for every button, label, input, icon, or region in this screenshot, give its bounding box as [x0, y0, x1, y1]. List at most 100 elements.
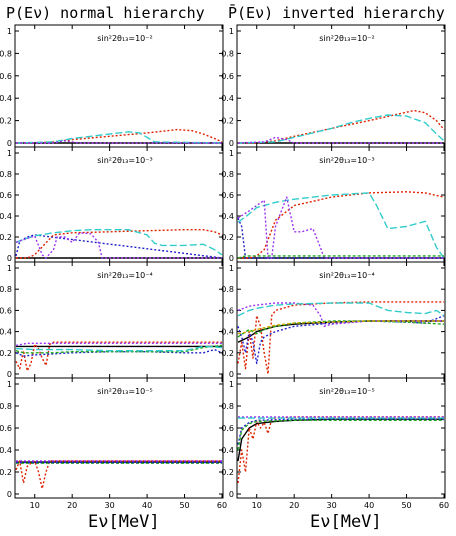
series-line-cyan — [15, 131, 223, 144]
x-tick-label: 10 — [252, 501, 262, 510]
series-line-cyan — [237, 114, 445, 144]
x-tick-label: 60 — [217, 501, 227, 510]
panel-inverted-1e-5: 0 0.2 0.4 0.6 0.8 1 10 20 30 40 50 60 sin²2θ₁₃=10⁻⁵ — [221, 377, 449, 510]
series-line-cyan — [237, 302, 445, 317]
panel-inverted-1e-4: 0 0.2 0.4 0.6 0.8 1 sin²2θ₁₃=10⁻⁴ — [221, 261, 446, 379]
series-line-red — [237, 301, 444, 375]
x-tick-label: 60 — [439, 501, 449, 510]
y-tick-label: 1 — [229, 380, 234, 389]
panel-normal-1e-2: 0 0.2 0.4 0.6 0.8 1 sin²2θ₁₃=10⁻² — [0, 24, 224, 148]
y-tick-label: 1 — [7, 27, 12, 36]
panel-label: sin²2θ₁₃=10⁻² — [97, 34, 152, 43]
x-tick-label: 20 — [67, 501, 77, 510]
y-tick-label: 0.6 — [221, 306, 234, 315]
y-tick-label: 0.2 — [221, 233, 234, 242]
series-line-red — [238, 109, 445, 144]
y-tick-label: 0.8 — [221, 402, 234, 411]
y-tick-label: 0.4 — [0, 212, 12, 221]
y-tick-label: 0.4 — [0, 446, 12, 455]
panel-frame — [236, 377, 446, 499]
y-tick-label: 0.6 — [0, 306, 12, 315]
series-line-yellow — [237, 320, 444, 335]
x-tick-label: 30 — [327, 501, 337, 510]
series-line-red — [237, 416, 444, 484]
series-line-purple — [15, 342, 222, 347]
series-line-cyan — [237, 192, 445, 259]
panel-normal-1e-4: 0 0.2 0.4 0.6 0.8 1 sin²2θ₁₃=10⁻⁴ — [0, 261, 224, 379]
series-line-purple — [15, 232, 222, 259]
plot-grid: 0 0.2 0.4 0.6 0.8 1 sin²2θ₁₃=10⁻² 0 0.2 0.4 0.6 0.8… — [0, 24, 449, 510]
x-axis-label-left: Eν[MeV] — [88, 512, 160, 532]
y-tick-label: 0.6 — [221, 191, 234, 200]
panel-label: sin²2θ₁₃=10⁻⁴ — [97, 271, 152, 280]
panel-normal-1e-5: 0 0.2 0.4 0.6 0.8 1 10 20 30 40 50 60 sin²2θ₁₃=10⁻⁵ — [0, 377, 227, 510]
x-axis-label-right: Eν[MeV] — [310, 512, 382, 532]
x-tick-label: 30 — [105, 501, 115, 510]
series-line-red — [15, 460, 222, 490]
y-tick-label: 0 — [229, 370, 234, 379]
series-line-purple — [237, 136, 444, 144]
series-line-purple — [237, 196, 444, 259]
series-line-red — [16, 228, 223, 259]
series-line-red — [16, 128, 223, 144]
y-tick-label: 0.8 — [0, 49, 12, 58]
y-tick-label: 0.4 — [221, 94, 234, 103]
y-tick-label: 0.4 — [221, 328, 234, 337]
panel-normal-1e-3: 0 0.2 0.4 0.6 0.8 1 sin²2θ₁₃=10⁻³ — [0, 146, 224, 263]
y-tick-label: 0.8 — [221, 285, 234, 294]
panel-inverted-1e-3: 0 0.2 0.4 0.6 0.8 1 sin²2θ₁₃=10⁻³ — [221, 146, 446, 263]
y-tick-label: 1 — [229, 264, 234, 273]
y-tick-label: 0 — [7, 370, 12, 379]
series-line-blue — [237, 217, 444, 259]
x-tick-label: 50 — [179, 501, 189, 510]
series-line-blue — [15, 234, 223, 259]
y-tick-label: 0.4 — [0, 94, 12, 103]
y-tick-label: 0.6 — [0, 191, 12, 200]
y-tick-label: 0.6 — [221, 424, 234, 433]
y-tick-label: 0.8 — [0, 402, 12, 411]
y-tick-label: 0 — [229, 490, 234, 499]
y-tick-label: 0.6 — [221, 72, 234, 81]
panel-frame — [236, 24, 446, 148]
y-tick-label: 0.6 — [0, 424, 12, 433]
x-tick-label: 20 — [289, 501, 299, 510]
y-tick-label: 1 — [7, 149, 12, 158]
x-tick-label: 10 — [30, 501, 40, 510]
series-line-green — [15, 344, 223, 354]
y-tick-label: 1 — [229, 149, 234, 158]
series-line-green — [237, 255, 444, 259]
panel-frame — [14, 24, 224, 148]
y-tick-label: 0 — [7, 254, 12, 263]
y-tick-label: 0 — [7, 139, 12, 148]
y-tick-label: 0.4 — [221, 446, 234, 455]
x-tick-label: 40 — [364, 501, 374, 510]
series-line-red — [15, 341, 222, 372]
series-line-black — [237, 418, 444, 462]
series-line-blue — [237, 418, 444, 445]
right-column-title: P̄(Eν) inverted hierarchy — [228, 4, 445, 22]
y-tick-label: 0.2 — [0, 117, 12, 126]
y-tick-label: 0.2 — [221, 117, 234, 126]
series-line-purple — [16, 140, 222, 144]
y-tick-label: 0 — [7, 490, 12, 499]
y-tick-label: 1 — [229, 27, 234, 36]
y-tick-label: 0.2 — [221, 349, 234, 358]
panel-label: sin²2θ₁₃=10⁻⁵ — [97, 387, 152, 396]
left-column-title: P(Eν) normal hierarchy — [6, 4, 205, 22]
panel-label: sin²2θ₁₃=10⁻² — [319, 34, 374, 43]
y-tick-label: 0.4 — [221, 212, 234, 221]
series-line-cyan — [15, 345, 223, 352]
panel-label: sin²2θ₁₃=10⁻³ — [97, 156, 152, 165]
panel-inverted-1e-2: 0 0.2 0.4 0.6 0.8 1 sin²2θ₁₃=10⁻² — [221, 24, 446, 148]
y-tick-label: 1 — [7, 380, 12, 389]
y-tick-label: 0.8 — [221, 49, 234, 58]
x-tick-label: 50 — [401, 501, 411, 510]
y-tick-label: 0.8 — [0, 285, 12, 294]
y-tick-label: 0.8 — [0, 170, 12, 179]
y-tick-label: 0.2 — [0, 468, 12, 477]
panel-label: sin²2θ₁₃=10⁻⁵ — [319, 387, 374, 396]
series-line-green — [237, 419, 444, 451]
y-tick-label: 0.6 — [0, 72, 12, 81]
y-tick-label: 0.2 — [0, 349, 12, 358]
